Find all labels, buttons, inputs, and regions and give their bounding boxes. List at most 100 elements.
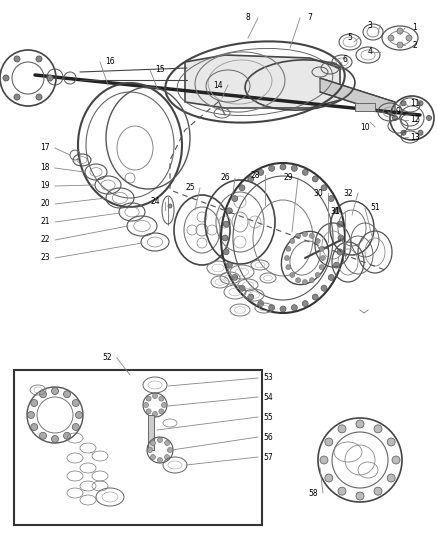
Text: 11: 11 — [410, 99, 420, 108]
Circle shape — [387, 474, 395, 482]
Circle shape — [158, 457, 162, 463]
Circle shape — [268, 305, 275, 311]
Circle shape — [168, 204, 172, 208]
Circle shape — [152, 411, 158, 416]
Circle shape — [64, 432, 71, 439]
Circle shape — [152, 393, 158, 399]
Circle shape — [167, 448, 173, 453]
Circle shape — [31, 400, 38, 407]
Circle shape — [328, 196, 334, 201]
Text: 21: 21 — [40, 217, 50, 227]
PathPatch shape — [185, 55, 340, 108]
Text: 3: 3 — [367, 20, 372, 29]
Circle shape — [387, 438, 395, 446]
Text: 5: 5 — [348, 33, 353, 42]
Circle shape — [303, 231, 307, 237]
Circle shape — [162, 402, 166, 408]
Circle shape — [337, 221, 343, 227]
Circle shape — [144, 402, 148, 408]
Bar — [14, 370, 262, 525]
Circle shape — [320, 456, 328, 464]
Text: 2: 2 — [413, 41, 417, 50]
Circle shape — [39, 432, 46, 439]
Circle shape — [31, 424, 38, 431]
Circle shape — [248, 176, 254, 182]
Circle shape — [158, 438, 162, 442]
Circle shape — [258, 169, 264, 175]
Circle shape — [374, 425, 382, 433]
Text: 15: 15 — [155, 66, 165, 75]
Circle shape — [268, 165, 275, 172]
Circle shape — [290, 272, 295, 278]
Text: 52: 52 — [102, 353, 112, 362]
Circle shape — [309, 233, 314, 238]
Circle shape — [302, 169, 308, 175]
Circle shape — [285, 255, 290, 261]
Circle shape — [159, 409, 164, 414]
Circle shape — [388, 35, 394, 41]
Circle shape — [146, 409, 151, 414]
Circle shape — [232, 274, 238, 280]
Circle shape — [397, 28, 403, 34]
Text: 31: 31 — [330, 207, 340, 216]
Circle shape — [14, 56, 20, 62]
Text: 53: 53 — [263, 374, 273, 383]
Text: 14: 14 — [213, 80, 223, 90]
Text: 18: 18 — [40, 164, 50, 173]
Circle shape — [75, 411, 82, 418]
Text: 56: 56 — [263, 432, 273, 441]
Circle shape — [319, 265, 324, 270]
Circle shape — [334, 262, 339, 268]
Circle shape — [222, 235, 228, 241]
Text: 8: 8 — [246, 13, 251, 22]
Circle shape — [286, 265, 291, 270]
Circle shape — [338, 425, 346, 433]
Circle shape — [401, 101, 406, 106]
Circle shape — [427, 116, 431, 120]
Text: 24: 24 — [150, 198, 160, 206]
Circle shape — [334, 208, 339, 214]
Circle shape — [315, 272, 320, 278]
Circle shape — [309, 278, 314, 282]
Circle shape — [321, 255, 325, 261]
Circle shape — [280, 306, 286, 312]
Circle shape — [356, 492, 364, 500]
Text: 16: 16 — [105, 58, 115, 67]
Text: 1: 1 — [413, 23, 417, 33]
Circle shape — [418, 101, 423, 106]
Circle shape — [239, 185, 245, 191]
Circle shape — [325, 474, 333, 482]
Circle shape — [52, 387, 59, 394]
Circle shape — [321, 185, 327, 191]
Text: 17: 17 — [40, 143, 50, 152]
Circle shape — [338, 235, 344, 241]
Circle shape — [3, 75, 9, 81]
Circle shape — [401, 130, 406, 135]
Text: 51: 51 — [370, 204, 380, 213]
Circle shape — [72, 424, 79, 431]
Circle shape — [146, 396, 151, 401]
Text: 7: 7 — [307, 13, 312, 22]
Circle shape — [328, 274, 334, 280]
Circle shape — [290, 239, 295, 244]
Text: 12: 12 — [410, 116, 420, 125]
Circle shape — [286, 246, 291, 252]
Circle shape — [392, 116, 398, 120]
Circle shape — [397, 42, 403, 48]
Circle shape — [47, 75, 53, 81]
Circle shape — [28, 411, 35, 418]
Circle shape — [258, 301, 264, 306]
Circle shape — [418, 130, 423, 135]
Text: 6: 6 — [343, 55, 347, 64]
Circle shape — [312, 176, 318, 182]
Text: 26: 26 — [220, 174, 230, 182]
Bar — [148, 415, 154, 450]
Circle shape — [337, 249, 343, 255]
Circle shape — [315, 239, 320, 244]
Text: 13: 13 — [410, 133, 420, 141]
Circle shape — [223, 221, 229, 227]
Circle shape — [165, 455, 170, 459]
Circle shape — [356, 420, 364, 428]
Text: 54: 54 — [263, 392, 273, 401]
Text: 58: 58 — [308, 489, 318, 497]
